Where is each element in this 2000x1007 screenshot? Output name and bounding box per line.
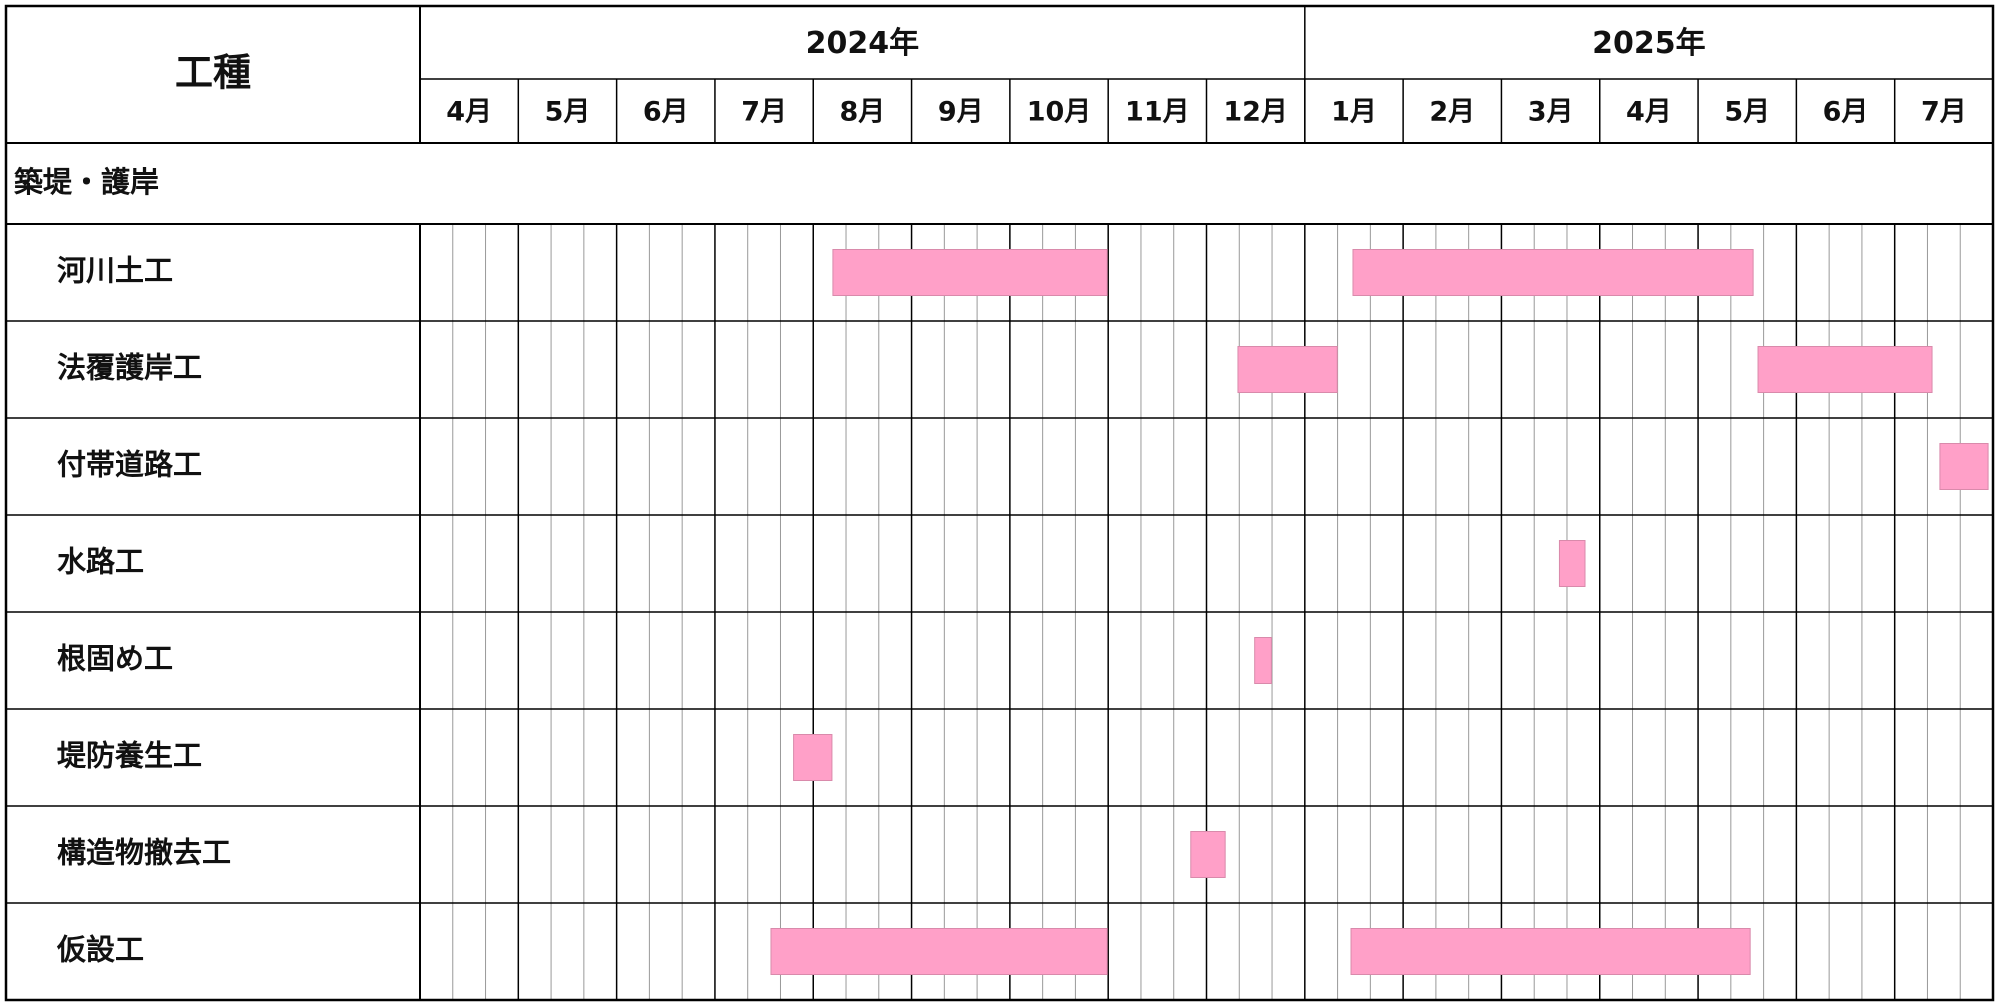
task-bar	[1939, 443, 1989, 490]
month-label: 2月	[1429, 97, 1475, 128]
task-bar	[832, 249, 1108, 296]
month-label: 12月	[1223, 97, 1288, 128]
month-label: 11月	[1125, 97, 1190, 128]
month-label: 7月	[741, 97, 787, 128]
task-bar	[793, 734, 833, 781]
year-label: 2025年	[1592, 26, 1706, 61]
task-label: 構造物撤去工	[57, 836, 231, 870]
task-label: 水路工	[57, 545, 144, 579]
task-label: 法覆護岸工	[57, 351, 202, 385]
month-label: 4月	[446, 97, 492, 128]
task-label: 根固め工	[57, 642, 173, 676]
task-label: 堤防養生工	[57, 739, 202, 773]
month-label: 5月	[1724, 97, 1770, 128]
task-bar	[1350, 928, 1751, 975]
outer-border	[4, 4, 1995, 1002]
year-label: 2024年	[806, 26, 920, 61]
month-label: 9月	[938, 97, 984, 128]
task-label: 付帯道路工	[57, 448, 202, 482]
task-bar	[1757, 346, 1933, 393]
month-label: 1月	[1331, 97, 1377, 128]
month-label: 4月	[1626, 97, 1672, 128]
task-label: 河川土工	[57, 254, 173, 288]
task-bar	[1237, 346, 1338, 393]
month-label: 8月	[840, 97, 886, 128]
section-label: 築堤・護岸	[13, 165, 159, 199]
month-label: 5月	[545, 97, 591, 128]
month-label: 7月	[1921, 97, 1967, 128]
month-label: 10月	[1027, 97, 1092, 128]
task-bar	[1190, 831, 1226, 878]
month-label: 6月	[1823, 97, 1869, 128]
corner-label: 工種	[175, 51, 251, 95]
month-label: 6月	[643, 97, 689, 128]
month-label: 3月	[1528, 97, 1574, 128]
task-bar	[1352, 249, 1754, 296]
task-bar	[770, 928, 1108, 975]
task-bar	[1558, 540, 1586, 587]
task-label: 仮設工	[56, 933, 144, 967]
task-bar	[1254, 637, 1272, 684]
